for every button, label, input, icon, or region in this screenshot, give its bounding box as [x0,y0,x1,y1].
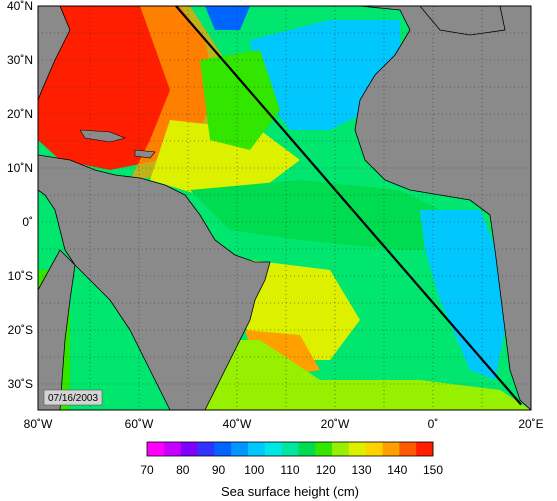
ssh-zone-mid-green [200,50,280,150]
colorbar-swatch [416,442,434,456]
date-label-box: 07/16/2003 [43,389,103,406]
colorbar-tick-labels: 70 80 90 100 110 120 130 140 150 [140,463,443,477]
date-label-background [43,389,103,406]
lat-tick-label: 20˚N [7,107,33,121]
colorbar-swatch [365,442,384,456]
colorbar-swatch [197,442,215,456]
colorbar-swatch [382,442,400,456]
ssh-zone-equatorial [190,180,470,250]
colorbar-swatch [163,442,182,456]
ssh-zone-yellow [150,120,300,195]
colorbar-swatches [147,442,434,456]
map-frame [37,5,532,411]
ssh-zone-benguela-cool [420,210,505,380]
lon-tick-label: 80˚W [24,417,53,431]
caribbean-islands [79,129,156,159]
colorbar-swatch [315,442,333,456]
lat-tick-label: 30˚N [7,53,33,67]
lon-tick-label: 40˚W [223,417,252,431]
colorbar-swatch [247,442,266,456]
africa-land [354,6,531,410]
colorbar: 70 80 90 100 110 120 130 140 150 Sea surface hei… [140,441,443,499]
colorbar-swatch [147,442,165,456]
colorbar-swatch [180,442,198,456]
colorbar-swatch [332,442,350,456]
europe-iberia-land [419,6,506,36]
lat-tick-label: 10˚N [7,161,33,175]
colorbar-swatch [281,442,299,456]
ssh-zone-northwest-blue [205,6,250,30]
colorbar-tick-label: 100 [244,463,264,477]
lat-tick-label: 30˚S [8,377,33,391]
colorbar-swatch [399,442,417,456]
colorbar-tick-label: 110 [280,463,299,477]
lat-tick-label: 0˚ [22,215,33,229]
colorbar-swatch [298,442,316,456]
colorbar-tick-label: 140 [387,463,407,477]
ssh-zone-south-atlantic-green [190,340,531,410]
lon-tick-label: 20˚E [518,417,543,431]
lon-tick-label: 20˚W [321,417,350,431]
south-america-west-coast [38,249,76,410]
date-label: 07/16/2003 [48,393,98,404]
colorbar-tick-label: 150 [423,463,443,477]
lat-tick-label: 10˚S [8,269,33,283]
colorbar-tick-label: 90 [212,463,226,477]
transect-line [175,6,522,406]
colorbar-tick-label: 120 [316,463,336,477]
longitude-tick-labels: 80˚W 60˚W 40˚W 20˚W 0˚ 20˚E [24,417,544,431]
central-america-land [38,154,271,410]
colorbar-swatch [264,442,283,456]
lon-tick-label: 60˚W [125,417,154,431]
lat-tick-label: 40˚N [7,0,33,13]
map-plot-area [38,6,531,410]
colorbar-tick-label: 130 [351,463,371,477]
colorbar-swatch [348,442,367,456]
latitude-tick-labels: 40˚N 30˚N 20˚N 10˚N 0˚ 10˚S 20˚S 30˚S [7,0,33,391]
colorbar-frame [146,441,434,457]
colorbar-tick-label: 70 [140,463,154,477]
colorbar-tick-label: 80 [176,463,190,477]
graticule [38,6,531,410]
lon-tick-label: 0˚ [428,417,439,431]
colorbar-swatch [214,442,232,456]
colorbar-title: Sea surface height (cm) [221,484,359,499]
lat-tick-label: 20˚S [8,323,33,337]
colorbar-swatch [231,442,249,456]
